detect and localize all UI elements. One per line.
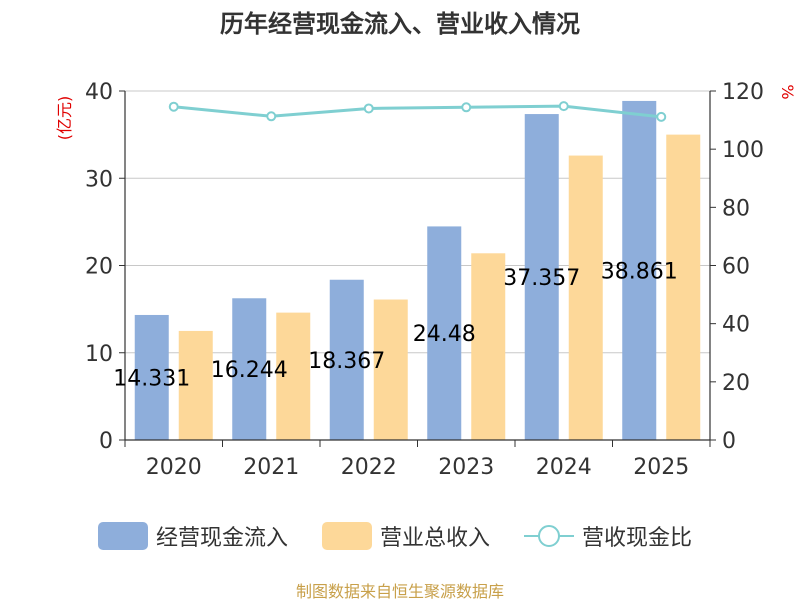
bar-revenue [666,134,701,440]
legend-swatch-revenue [322,522,372,550]
bar-cash-inflow [134,314,169,440]
bar-revenue [373,299,408,440]
legend-item-ratio[interactable]: 营收现金比 [524,516,692,556]
data-label-cash-inflow: 16.244 [211,358,288,383]
x-tick-label: 2025 [633,455,689,480]
left-tick-label: 30 [85,167,113,192]
right-tick-label: 40 [722,313,750,338]
bar-revenue [568,155,603,440]
data-label-cash-inflow: 24.48 [413,322,476,347]
legend-line-marker-icon [524,522,574,550]
right-tick-label: 20 [722,371,750,396]
data-label-cash-inflow: 37.357 [503,266,580,291]
right-tick-label: 0 [722,429,736,454]
x-tick-label: 2024 [536,455,592,480]
data-label-cash-inflow: 14.331 [113,366,190,391]
ratio-point [558,101,569,112]
legend-item-cash-inflow[interactable]: 经营现金流入 [98,516,288,556]
bar-cash-inflow [232,298,267,440]
bar-cash-inflow [622,100,657,440]
data-label-cash-inflow: 18.367 [308,349,385,374]
ratio-point [461,102,472,113]
ratio-point [656,111,667,122]
x-tick-label: 2023 [438,455,494,480]
right-tick-label: 120 [722,80,764,105]
left-axis-unit: (亿元) [55,96,74,141]
legend-label-cash-inflow: 经营现金流入 [156,526,289,551]
bar-cash-inflow [329,279,364,440]
bar-revenue [276,312,311,440]
left-tick-label: 0 [99,429,113,454]
left-tick-label: 20 [85,255,113,280]
ratio-line [173,104,662,119]
legend-swatch-cash-inflow [98,522,148,550]
right-tick-label: 80 [722,196,750,221]
x-tick-label: 2021 [243,455,299,480]
source-note: 制图数据来自恒生聚源数据库 [295,582,504,601]
ratio-point [168,101,179,112]
legend: 经营现金流入 营业总收入 营收现金比 [0,516,800,556]
left-tick-label: 10 [85,342,113,367]
ratio-point [266,111,277,122]
x-tick-label: 2022 [341,455,397,480]
x-tick-label: 2020 [146,455,202,480]
left-tick-label: 40 [85,80,113,105]
data-label-cash-inflow: 38.861 [601,259,678,284]
legend-item-revenue[interactable]: 营业总收入 [322,516,490,556]
legend-label-revenue: 营业总收入 [380,526,491,551]
bar-revenue [178,330,213,440]
legend-label-ratio: 营收现金比 [582,526,693,551]
right-tick-label: 100 [722,138,764,163]
right-axis-unit: % [778,84,797,99]
bar-cash-inflow [524,114,559,440]
chart-title: 历年经营现金流入、营业收入情况 [220,10,580,38]
bar-revenue [471,253,506,440]
bar-cash-inflow [427,226,462,440]
right-tick-label: 60 [722,255,750,280]
ratio-point [363,103,374,114]
